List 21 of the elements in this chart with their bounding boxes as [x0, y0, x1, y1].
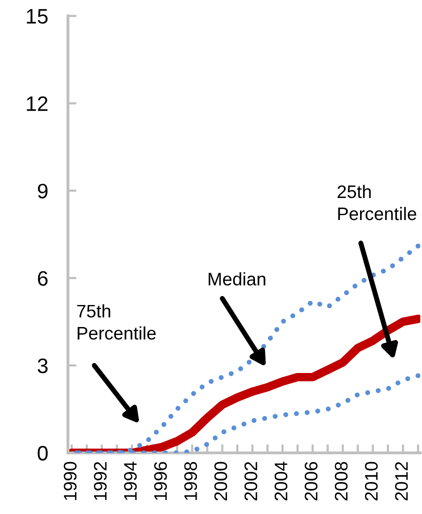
x-tick-label: 2000 — [214, 462, 228, 500]
y-tick-label: 3 — [38, 358, 48, 374]
y-tick-label: 15 — [26, 9, 48, 24]
x-tick-label: 2008 — [334, 462, 348, 500]
x-tick-label: 2004 — [274, 462, 288, 500]
x-tick-label: 2012 — [395, 462, 408, 500]
annotation: 25th Percentile — [338, 184, 416, 220]
y-tick-label: 0 — [38, 446, 48, 461]
x-tick-label: 1992 — [94, 462, 107, 500]
x-tick-label: 2010 — [364, 462, 378, 500]
x-tick-label: 1994 — [124, 462, 137, 500]
y-tick-label: 9 — [38, 184, 48, 198]
x-tick-label: 1998 — [184, 462, 198, 500]
x-tick-label: 1996 — [154, 462, 167, 500]
annotation: 75th Percentile — [77, 304, 156, 340]
x-tick-label: 2002 — [244, 462, 258, 500]
y-tick-label: 6 — [38, 271, 48, 286]
x-tick-label: 2006 — [304, 462, 318, 500]
x-tick-label: 1990 — [64, 462, 77, 500]
annotation: Median — [208, 272, 266, 286]
y-tick-label: 12 — [26, 96, 48, 111]
